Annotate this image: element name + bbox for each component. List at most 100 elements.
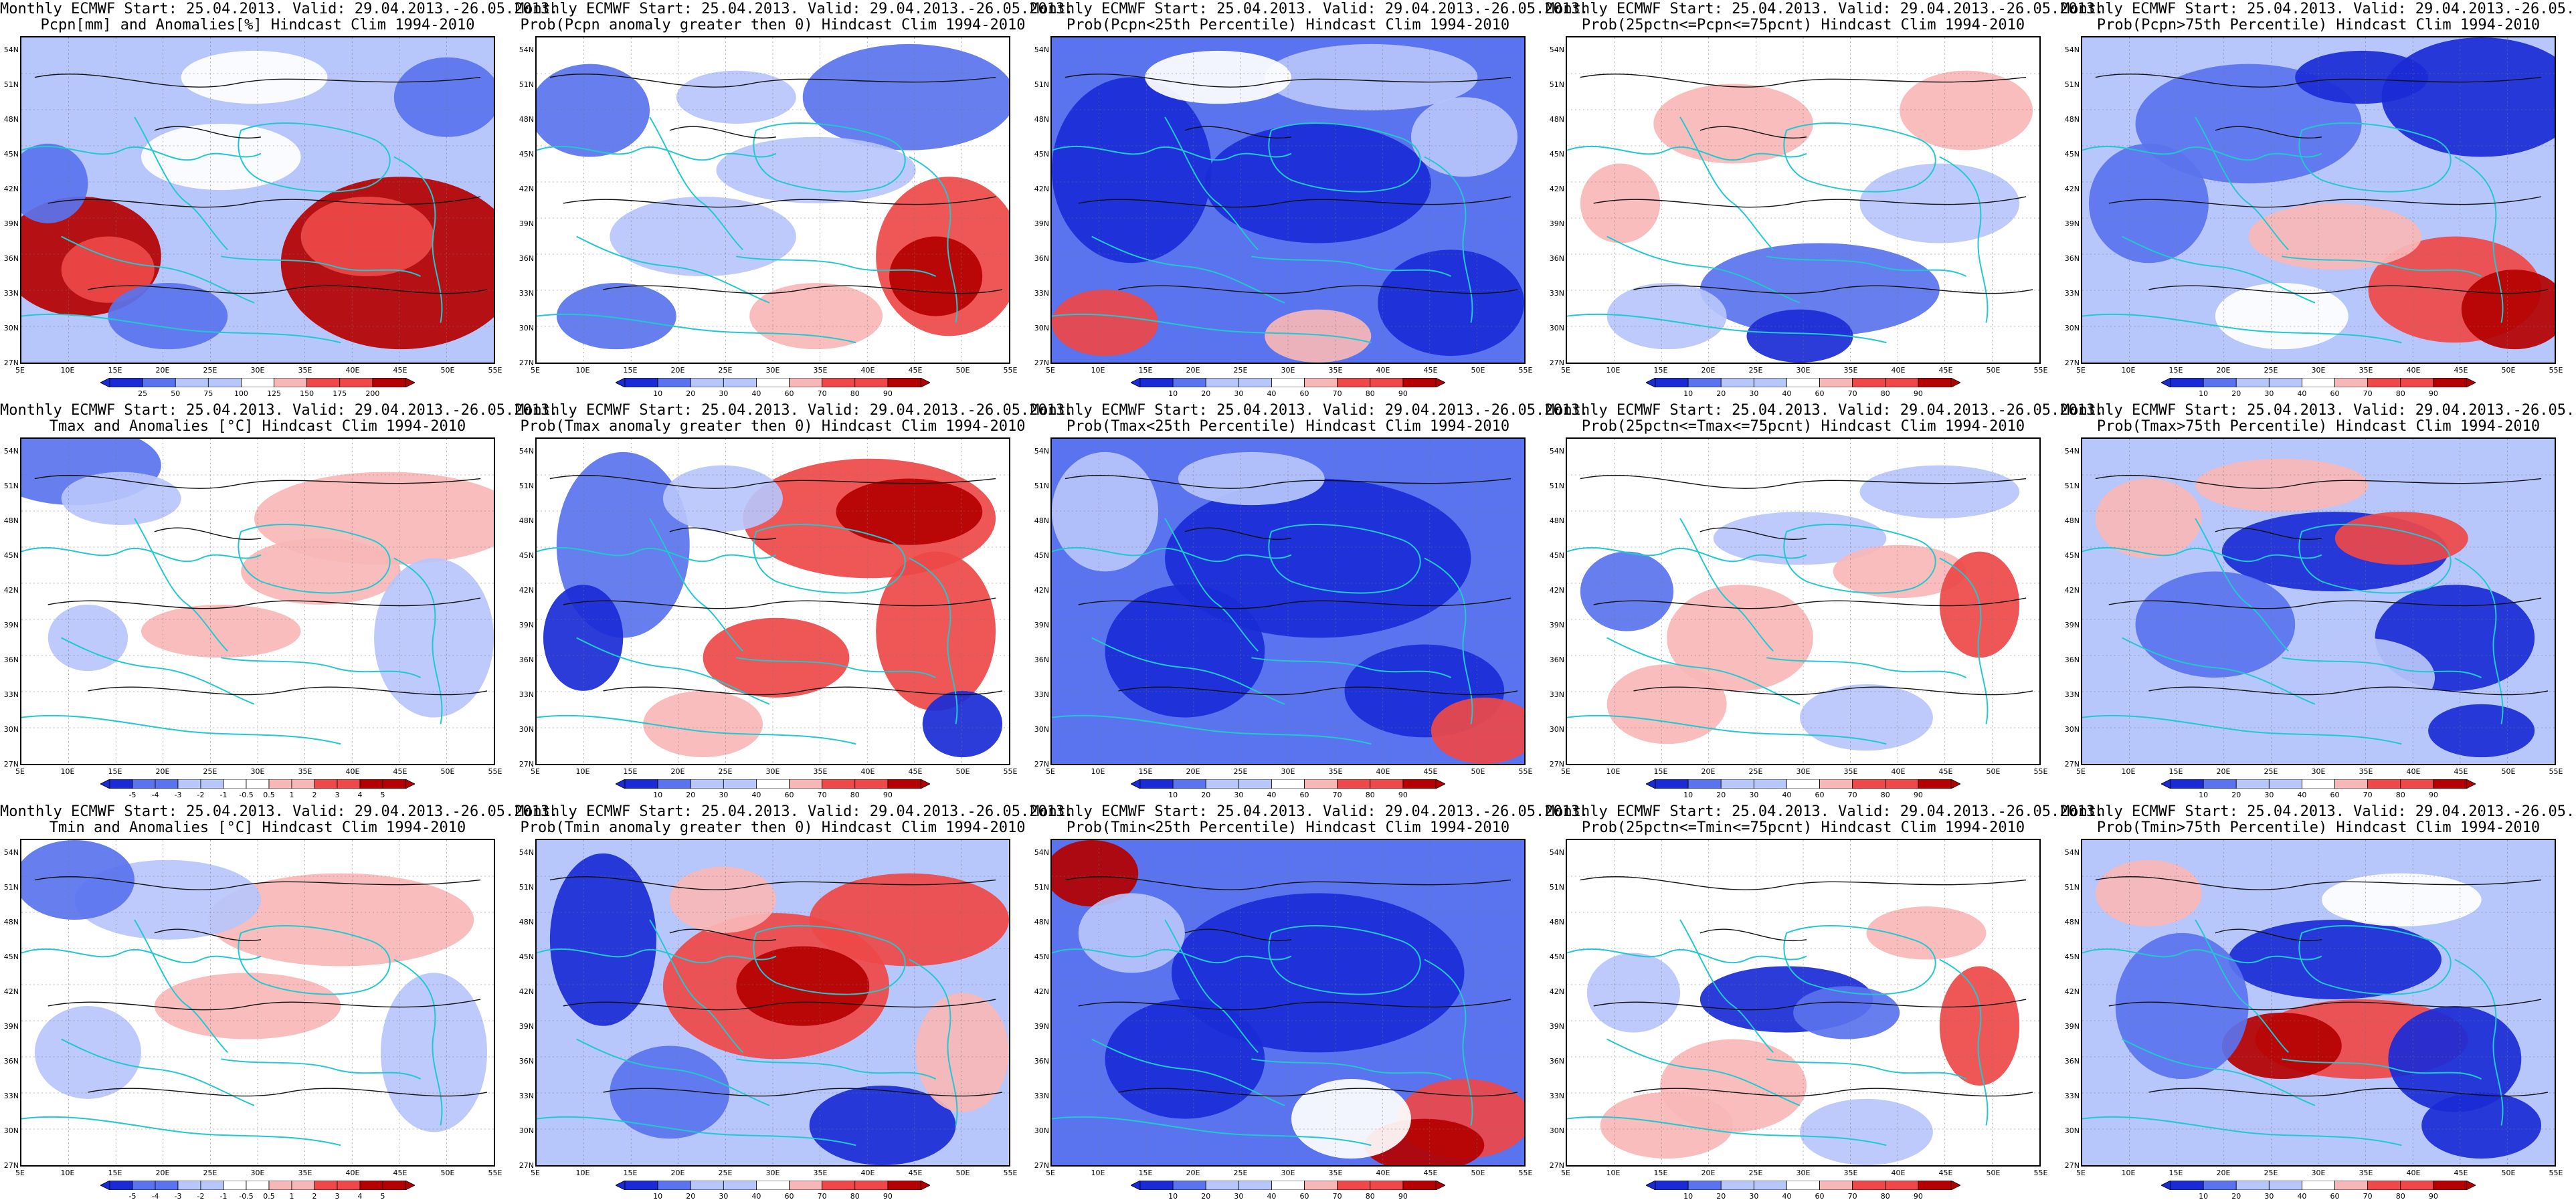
colorbar-label: 80: [1365, 791, 1375, 799]
coastline: [1783, 122, 1936, 193]
panel-title-line1: Monthly ECMWF Start: 25.04.2013. Valid: …: [0, 402, 559, 419]
longitude-label: 10E: [575, 1169, 590, 1177]
latitude-label: 54N: [3, 447, 19, 456]
colorbar-segment: [1852, 1181, 1886, 1190]
colorbar-segment: [887, 1181, 921, 1190]
map-plot: [535, 36, 1010, 364]
contour-line: [2215, 126, 2322, 139]
colorbar-arrow-right: [2466, 378, 2476, 387]
field-region: [1291, 1079, 1411, 1159]
colorbar-label: 4: [357, 1192, 363, 1201]
colorbar-segment: [177, 779, 201, 789]
longitude-label: 55E: [2033, 1169, 2048, 1177]
latitude-label: 42N: [1549, 185, 1564, 193]
colorbar-segment: [756, 779, 790, 789]
panel-title-line1: Monthly ECMWF Start: 25.04.2013. Valid: …: [1546, 402, 2104, 419]
colorbar-segment: [1139, 779, 1174, 789]
coastline: [1766, 657, 1967, 678]
colorbar-segment: [723, 779, 757, 789]
colorbar-segment: [1753, 779, 1787, 789]
field-region: [1378, 249, 1524, 357]
longitude-label: 30E: [1281, 366, 1295, 375]
colorbar-label: 10: [653, 791, 663, 799]
colorbar-arrow-right: [920, 779, 930, 789]
colorbar-segment: [1786, 779, 1820, 789]
contour-line: [1184, 928, 1292, 942]
colorbar-arrow-right: [1435, 1181, 1445, 1190]
colorbar: [100, 378, 415, 387]
colorbar-segment: [1402, 378, 1437, 387]
colorbar-segment: [1370, 378, 1404, 387]
colorbar-label: 40: [751, 791, 761, 799]
colorbar-segment: [1819, 779, 1853, 789]
longitude-label: 25E: [1233, 1169, 1248, 1177]
latitude-label: 27N: [2064, 1161, 2080, 1170]
colorbar-label: 70: [1847, 791, 1857, 799]
coastline: [1679, 116, 1774, 251]
colorbar-segment: [1819, 1181, 1853, 1190]
panel-title: Monthly ECMWF Start: 25.04.2013. Valid: …: [515, 1, 1073, 33]
latitude-label: 42N: [3, 586, 19, 595]
latitude-label: 42N: [3, 987, 19, 996]
field-region: [1900, 70, 2033, 150]
colorbar-label: 3: [335, 1192, 340, 1201]
map-plot: [1050, 36, 1526, 364]
colorbar: [1131, 1181, 1445, 1190]
map-panel: Monthly ECMWF Start: 25.04.2013. Valid: …: [2061, 803, 2576, 1204]
coastline: [2298, 122, 2452, 193]
colorbar-segment: [132, 1181, 156, 1190]
colorbar-arrow-left: [100, 1181, 110, 1190]
latitude-label: 30N: [519, 1126, 534, 1135]
latitude-label: 45N: [519, 150, 534, 159]
colorbar-segment: [2334, 779, 2369, 789]
colorbar-label: 10: [2199, 791, 2209, 799]
colorbar-segment: [2203, 1181, 2237, 1190]
colorbar-label: 90: [883, 389, 893, 398]
colorbar: [1131, 378, 1445, 387]
colorbar-segment: [1238, 779, 1272, 789]
panel-title-line2: Prob(Tmax>75th Percentile) Hindcast Clim…: [2096, 418, 2541, 435]
latitude-label: 33N: [519, 289, 534, 298]
colorbar-segment: [822, 779, 856, 789]
longitude-label: 20E: [1701, 1169, 1716, 1177]
longitude-label: 45E: [2454, 1169, 2468, 1177]
coastline: [1268, 524, 1421, 594]
field-region: [1410, 97, 1518, 177]
longitude-label: 35E: [813, 767, 828, 776]
latitude-label: 27N: [2064, 359, 2080, 367]
latitude-label: 39N: [1549, 219, 1564, 228]
coastline: [2082, 714, 2402, 745]
latitude-label: 45N: [3, 150, 19, 159]
colorbar-segment: [1337, 1181, 1371, 1190]
latitude-label: 45N: [2064, 551, 2080, 560]
colorbar-segment: [1786, 378, 1820, 387]
colorbar-label: 40: [1267, 791, 1277, 799]
coastline: [736, 657, 937, 678]
colorbar-segment: [1139, 378, 1174, 387]
colorbar-segment: [359, 779, 383, 789]
coastline: [576, 1038, 770, 1106]
coastline: [1606, 1038, 1801, 1106]
field-region: [2095, 860, 2202, 926]
colorbar-segment: [1402, 1181, 1437, 1190]
latitude-label: 48N: [2064, 115, 2080, 124]
latitude-label: 54N: [1549, 45, 1564, 54]
colorbar-segment: [1271, 779, 1305, 789]
map-plot: [2081, 36, 2556, 364]
colorbar-label: 0.5: [263, 791, 275, 799]
latitude-label: 33N: [519, 690, 534, 699]
colorbar-label: 80: [2395, 1192, 2405, 1201]
colorbar-label: 30: [1234, 1192, 1244, 1201]
latitude-label: 36N: [2064, 1057, 2080, 1066]
colorbar-segment: [1337, 779, 1371, 789]
colorbar-label: 20: [2231, 791, 2241, 799]
latitude-label: 30N: [1549, 725, 1564, 734]
longitude-label: 55E: [1518, 767, 1533, 776]
colorbar-label: 40: [751, 1192, 761, 1201]
colorbar-label: 20: [1716, 791, 1726, 799]
colorbar-segment: [337, 779, 361, 789]
field-region: [1204, 123, 1431, 243]
latitude-label: 39N: [3, 1022, 19, 1031]
latitude-label: 48N: [1034, 918, 1049, 926]
longitude-label: 40E: [345, 366, 360, 375]
